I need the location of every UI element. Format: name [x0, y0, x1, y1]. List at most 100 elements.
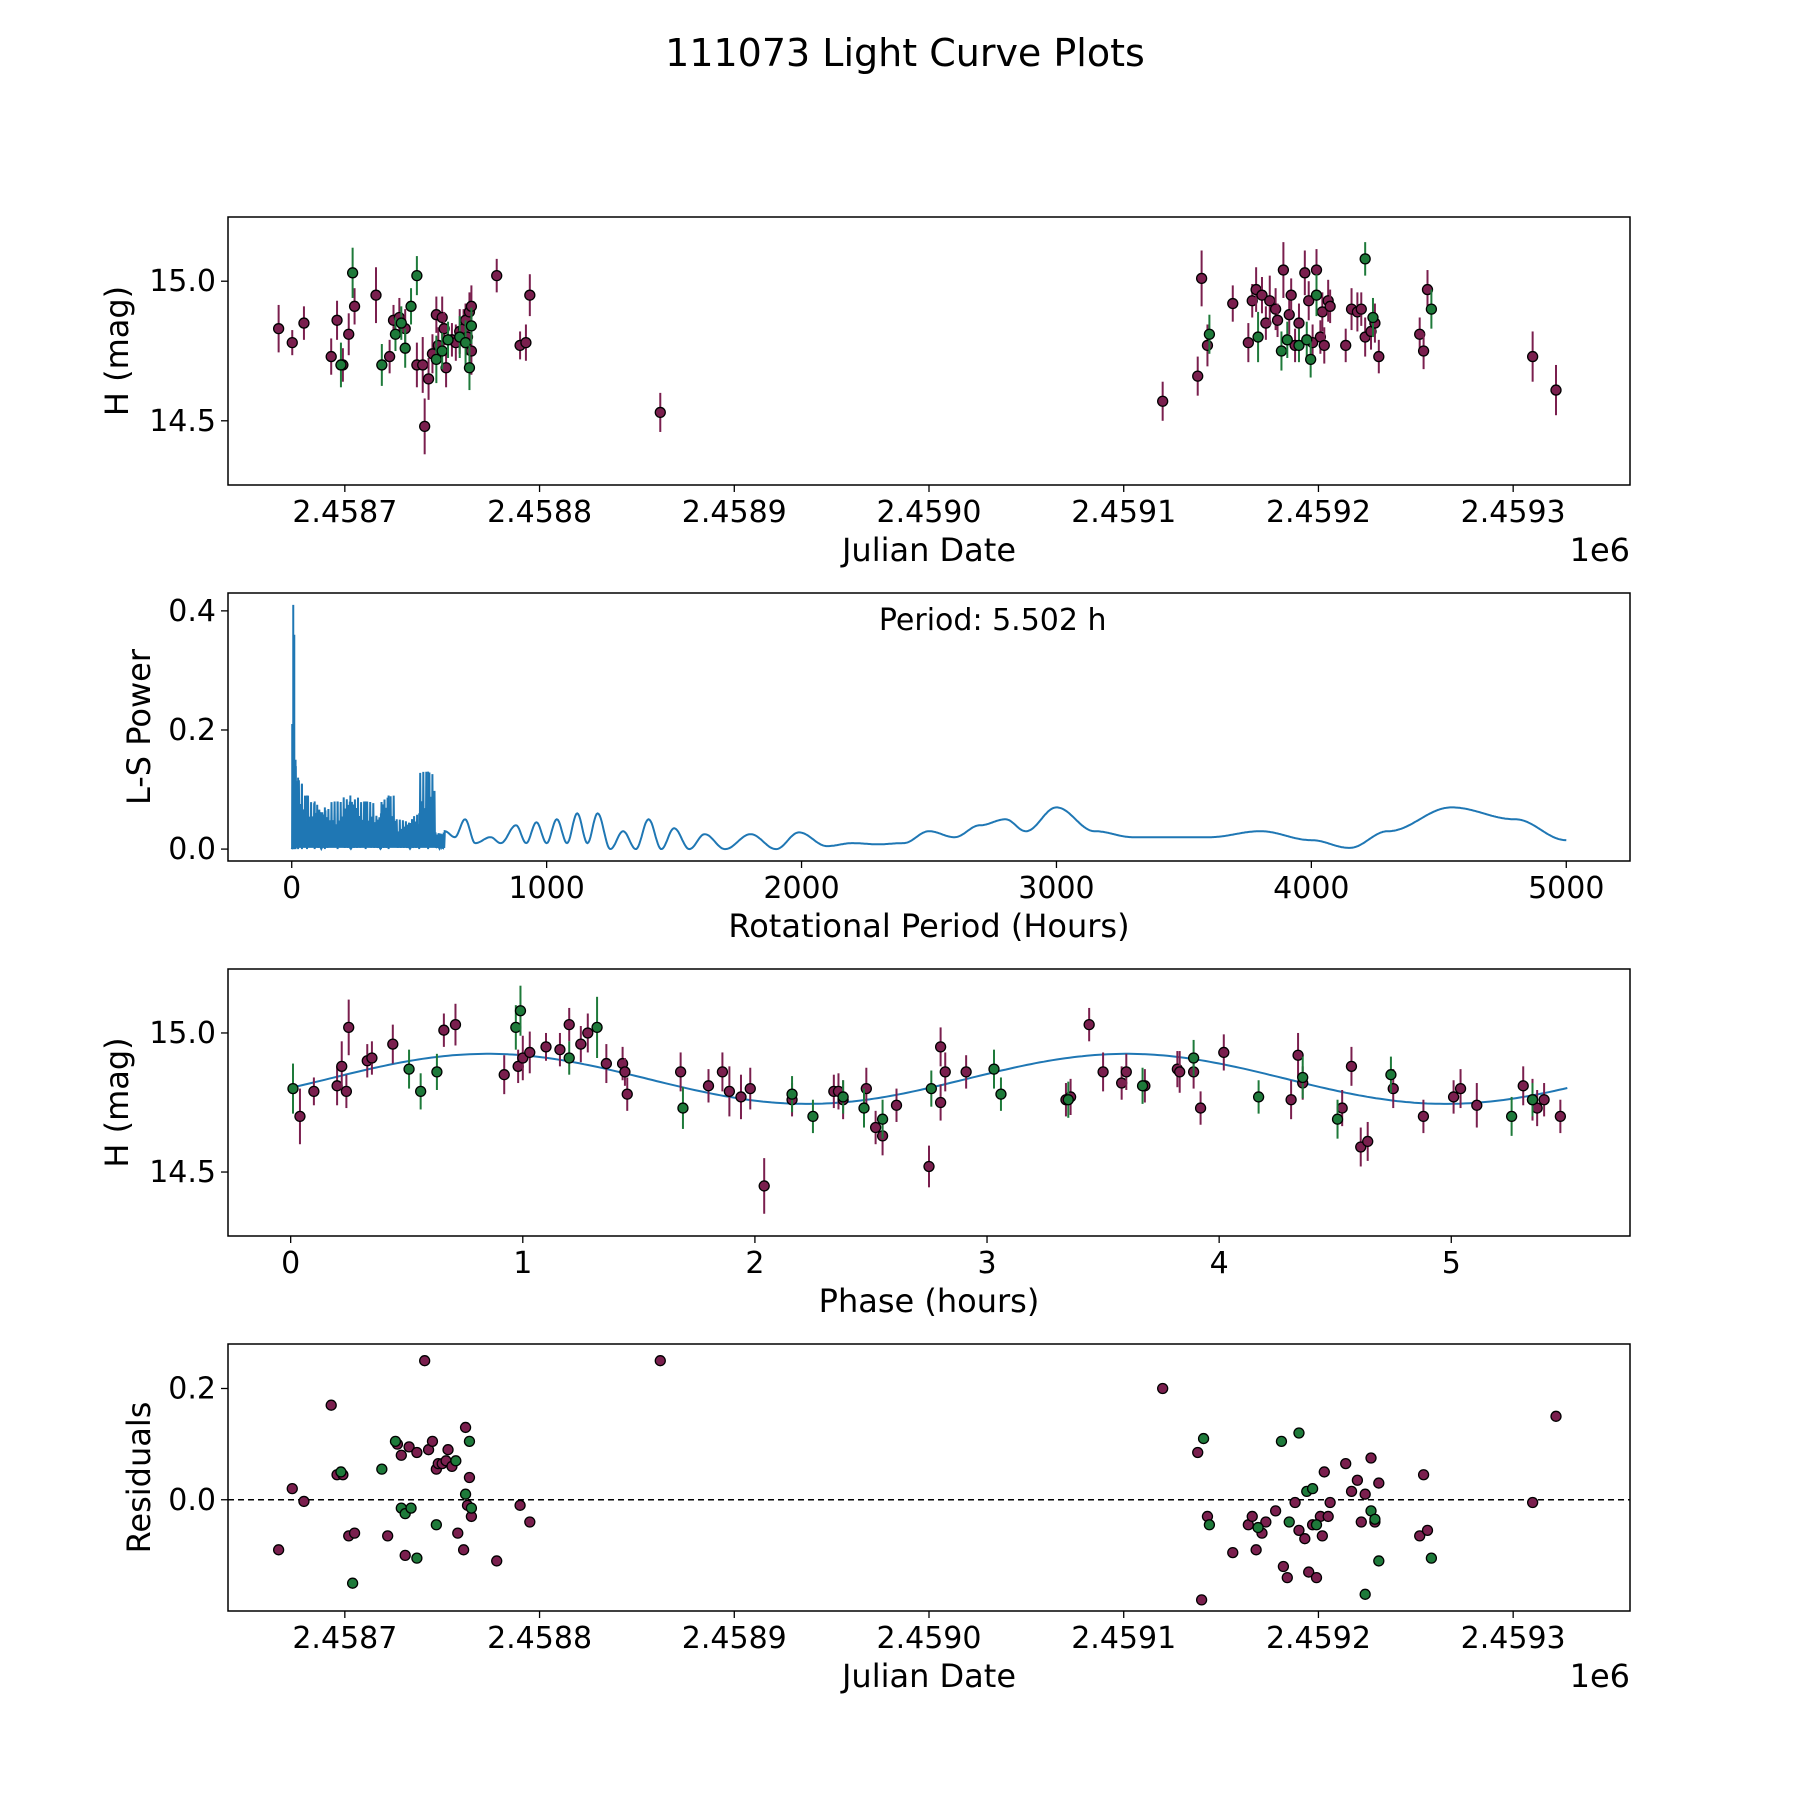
data-point: [563, 1018, 575, 1031]
data-point: [272, 323, 285, 335]
x-tick-label: 2: [745, 1246, 764, 1281]
y-axis-label: L-S Power: [120, 648, 158, 805]
data-point: [1192, 1446, 1204, 1459]
panel3-panel: 0 1 2 3 4 5 14.5 15.0 Phase (hours) H (mag): [98, 968, 1631, 1320]
data-point: [1192, 370, 1204, 382]
data-point: [438, 1024, 450, 1036]
data-point: [1538, 1094, 1550, 1106]
data-point: [1293, 339, 1305, 352]
data-point: [415, 1085, 427, 1098]
data-point: [1260, 317, 1272, 329]
data-point: [308, 1085, 320, 1098]
data-point: [1289, 1496, 1301, 1509]
data-point: [1310, 1519, 1323, 1531]
data-point: [758, 1180, 770, 1192]
y-axis-label: H (mag): [98, 1037, 136, 1167]
data-point: [1293, 1427, 1305, 1439]
data-point: [325, 1399, 337, 1411]
data-point: [1365, 1452, 1377, 1464]
data-point: [382, 1530, 394, 1542]
data-point: [1250, 1544, 1262, 1556]
data-point: [286, 1482, 298, 1495]
data-point: [582, 1027, 594, 1039]
data-point: [1187, 1052, 1200, 1064]
data-point: [1362, 1135, 1374, 1148]
data-point: [988, 1063, 1000, 1075]
data-point: [298, 317, 310, 329]
y-tick-label: 0.0: [168, 1483, 216, 1518]
data-point: [1299, 267, 1311, 279]
data-point: [436, 345, 448, 357]
data-point: [837, 1091, 849, 1103]
data-point: [1195, 1594, 1208, 1606]
data-point: [939, 1066, 951, 1078]
data-point: [735, 1091, 747, 1103]
y-tick-label: 0.2: [168, 713, 216, 748]
data-point: [1285, 1094, 1297, 1106]
data-point: [876, 1113, 889, 1125]
data-point: [465, 1502, 478, 1514]
data-point: [540, 1041, 552, 1053]
data-point: [1277, 1560, 1290, 1573]
data-point: [1297, 1071, 1309, 1084]
data-point: [376, 359, 388, 371]
data-point: [1417, 345, 1430, 357]
data-point: [654, 1355, 666, 1367]
data-point: [1136, 1080, 1149, 1092]
panel2-panel: 0 1000 2000 3000 4000 5000 0.0 0.2 0.4 Rotational…: [120, 592, 1631, 945]
data-point: [1471, 1099, 1483, 1111]
x-tick-label: 0: [281, 1246, 300, 1281]
data-point: [1454, 1082, 1467, 1095]
data-point: [1227, 297, 1239, 310]
data-point: [1550, 384, 1562, 396]
data-point: [419, 420, 431, 433]
data-point: [348, 300, 361, 312]
data-point: [1120, 1066, 1132, 1078]
data-point: [287, 1082, 299, 1095]
x-tick-label: 2.4587: [292, 495, 397, 530]
data-point: [403, 1063, 415, 1075]
x-tick-label: 4000: [1273, 871, 1349, 906]
panel1-panel: 2.4587 2.4588 2.4589 2.4590 2.4591 2.4592 2.45…: [98, 216, 1631, 569]
y-tick-label: 15.0: [149, 1016, 216, 1051]
x-tick-label: 2.4590: [877, 495, 982, 530]
data-point: [442, 334, 454, 346]
data-point: [1299, 1533, 1311, 1545]
data-point: [1277, 264, 1290, 276]
data-point: [1385, 1069, 1397, 1081]
data-point: [325, 350, 337, 363]
y-tick-label: 14.5: [149, 1155, 216, 1190]
data-point: [524, 289, 536, 301]
data-point: [459, 1421, 472, 1434]
data-point: [621, 1088, 633, 1100]
data-point: [1271, 314, 1284, 326]
data-point: [405, 300, 417, 312]
data-point: [723, 1085, 736, 1098]
panel2-frame: [227, 592, 1631, 862]
data-point: [463, 1471, 476, 1484]
data-point: [1157, 395, 1169, 407]
data-point: [1526, 1496, 1539, 1509]
data-point: [514, 1499, 526, 1511]
data-point: [348, 1527, 361, 1539]
data-point: [498, 1069, 510, 1081]
data-point: [403, 1441, 415, 1453]
x-tick-label: 1: [513, 1246, 532, 1281]
data-point: [465, 320, 478, 332]
x-offset-label: 1e6: [1570, 531, 1630, 569]
data-point: [399, 1549, 411, 1562]
data-point: [860, 1082, 872, 1095]
data-point: [1351, 1474, 1364, 1486]
data-point: [370, 289, 382, 301]
data-point: [449, 1018, 462, 1031]
data-point: [452, 1527, 464, 1539]
data-point: [450, 1455, 462, 1467]
data-point: [1256, 289, 1268, 301]
data-point: [1517, 1080, 1529, 1092]
ls-power-series: [290, 646, 1567, 852]
data-point: [459, 1488, 472, 1500]
panel3-frame: [227, 968, 1631, 1237]
data-point: [1355, 1516, 1367, 1528]
data-point: [575, 1038, 587, 1050]
data-point: [1310, 264, 1323, 276]
